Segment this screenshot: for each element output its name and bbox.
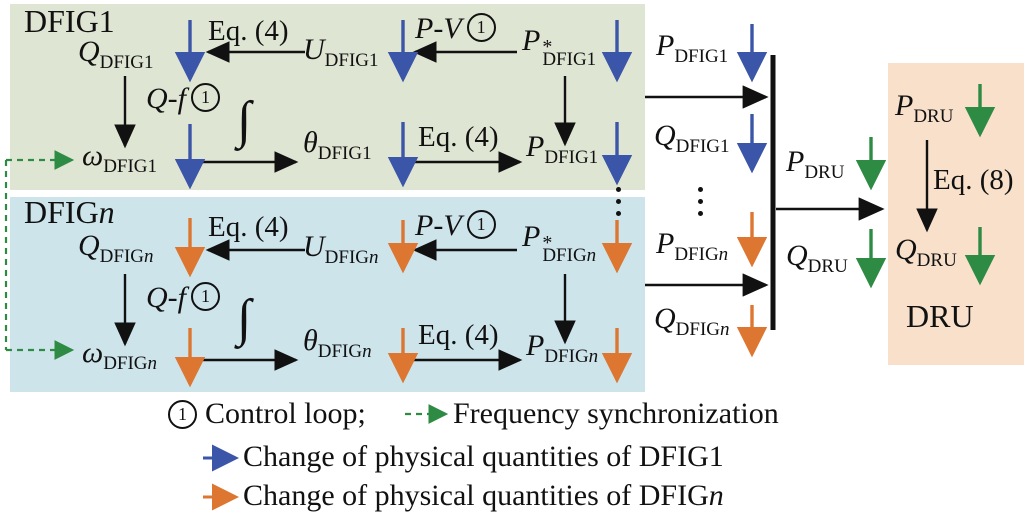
legend-dfig1-change: Change of physical quantities of DFIG1 bbox=[243, 440, 724, 473]
label-p-dru: PDRU bbox=[895, 89, 954, 127]
label-p-dfign: PDFIGn bbox=[526, 329, 599, 367]
vertical-ellipsis bbox=[616, 187, 621, 216]
legend-control-loop: 1 Control loop; bbox=[168, 398, 366, 432]
circled-one: 1 bbox=[191, 281, 220, 311]
label-omega-dfign: ωDFIGn bbox=[82, 336, 158, 374]
label-eq4-top-dfign: Eq. (4) bbox=[208, 211, 289, 243]
label-pv-loop-n: P-V 1 bbox=[415, 209, 496, 244]
circled-one: 1 bbox=[466, 209, 496, 239]
dru-block-background bbox=[888, 63, 1024, 365]
label-theta-dfign: θDFIGn bbox=[303, 324, 372, 362]
label-omega-dfig1: ωDFIG1 bbox=[82, 139, 158, 177]
label-u-dfig1: UDFIG1 bbox=[303, 33, 379, 71]
label-eq4-top-dfig1: Eq. (4) bbox=[208, 15, 289, 47]
bus-label-q-dfig1: QDFIG1 bbox=[654, 119, 730, 157]
label-eq4-bottom-dfign: Eq. (4) bbox=[418, 319, 499, 351]
integrator-symbol: ∫ bbox=[237, 92, 252, 149]
label-pstar-dfig1: P * DFIG1 bbox=[522, 24, 597, 70]
circled-one: 1 bbox=[466, 12, 496, 42]
dfig1-block-background bbox=[10, 4, 645, 190]
label-p-dfig1: PDFIG1 bbox=[526, 130, 599, 168]
circled-one: 1 bbox=[168, 399, 197, 429]
bus-label-q-dfign: QDFIGn bbox=[654, 302, 730, 340]
label-eq8: Eq. (8) bbox=[933, 164, 1014, 196]
integrator-symbol: ∫ bbox=[237, 290, 252, 347]
label-qf-loop-n: Q-f 1 bbox=[146, 281, 220, 316]
label-pstar-dfign: P * DFIGn bbox=[522, 220, 597, 266]
bus-label-q-dru: QDRU bbox=[786, 239, 848, 277]
label-eq4-bottom-dfig1: Eq. (4) bbox=[418, 121, 499, 153]
dfign-title: DFIGn bbox=[24, 194, 115, 230]
bus-label-p-dfig1: PDFIG1 bbox=[656, 29, 729, 67]
bus-label-p-dfign: PDFIGn bbox=[656, 227, 729, 265]
label-qf-loop: Q-f 1 bbox=[146, 82, 220, 117]
label-theta-dfig1: θDFIG1 bbox=[303, 126, 372, 164]
vertical-ellipsis bbox=[698, 187, 703, 216]
label-q-dfig1: QDFIG1 bbox=[78, 35, 154, 73]
label-q-dfign: QDFIGn bbox=[78, 229, 154, 267]
dfign-block-background bbox=[10, 197, 645, 392]
label-u-dfign: UDFIGn bbox=[303, 230, 379, 268]
bus-label-p-dru: PDRU bbox=[786, 145, 845, 183]
label-pv-loop: P-V 1 bbox=[415, 12, 496, 47]
dfig1-title: DFIG1 bbox=[24, 3, 115, 39]
label-q-dru: QDRU bbox=[895, 233, 957, 271]
legend-freq-sync: Frequency synchronization bbox=[453, 397, 779, 430]
legend-dfign-change: Change of physical quantities of DFIGn bbox=[243, 479, 724, 512]
circled-one: 1 bbox=[191, 82, 220, 112]
dru-title: DRU bbox=[906, 298, 974, 334]
